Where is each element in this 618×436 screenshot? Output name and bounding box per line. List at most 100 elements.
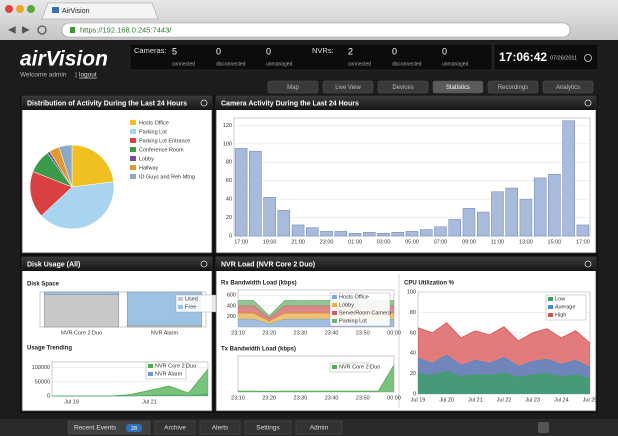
nav-tab[interactable] bbox=[542, 80, 594, 94]
panel-header bbox=[216, 96, 596, 110]
close-button[interactable] bbox=[5, 5, 13, 13]
x-tick-label: 23:00 bbox=[320, 239, 334, 245]
y-tick-label: 60 bbox=[410, 330, 416, 336]
x-tick-label: Jul 19 bbox=[411, 397, 426, 403]
bar bbox=[420, 229, 433, 237]
y-tick-label: 100000 bbox=[32, 365, 50, 371]
stat-value: 0 bbox=[392, 46, 397, 56]
y-tick-label: 120 bbox=[223, 123, 232, 129]
footer-tab[interactable] bbox=[154, 420, 196, 435]
url: https://192.168.0.245:7443/ bbox=[80, 25, 172, 34]
bar bbox=[462, 208, 476, 237]
legend-label: Lobby bbox=[339, 302, 354, 308]
bar bbox=[476, 211, 490, 237]
legend-swatch bbox=[332, 311, 337, 315]
nav-tab[interactable] bbox=[432, 80, 484, 94]
stat-label: unmanaged bbox=[266, 61, 293, 67]
x-tick-label: 19:00 bbox=[263, 239, 277, 245]
footer-tab-label: Settings bbox=[256, 425, 280, 432]
x-tick-label: 17:00 bbox=[576, 239, 590, 245]
footer-tab[interactable] bbox=[244, 420, 292, 435]
panel-title: NVR Load (NVR Core 2 Duo) bbox=[221, 261, 315, 268]
legend-swatch bbox=[130, 147, 136, 152]
bar bbox=[377, 232, 390, 237]
footer-tab-label: Alerts bbox=[212, 425, 229, 432]
bar-segment bbox=[43, 291, 120, 295]
legend-swatch bbox=[148, 372, 153, 376]
tab[interactable] bbox=[41, 2, 159, 20]
stat-label: connected bbox=[172, 61, 195, 67]
legend-label: Used bbox=[185, 296, 198, 302]
footer-tab-label: Admin bbox=[310, 425, 329, 432]
legend-label: High bbox=[555, 312, 566, 318]
panel-menu[interactable] bbox=[200, 99, 208, 107]
panel-title: Disk Usage (All) bbox=[27, 261, 80, 268]
legend-label: Parking Lot bbox=[139, 129, 167, 135]
x-tick-label: 00:00 bbox=[387, 395, 401, 401]
panel-menu[interactable] bbox=[200, 260, 208, 268]
address-bar[interactable] bbox=[61, 22, 571, 38]
bar bbox=[405, 231, 419, 237]
reload-button[interactable] bbox=[37, 25, 47, 35]
legend-box bbox=[175, 294, 217, 313]
event-badge bbox=[126, 424, 142, 432]
panel-menu[interactable] bbox=[584, 260, 592, 268]
bar bbox=[320, 231, 333, 237]
bar bbox=[391, 232, 404, 237]
area-line bbox=[417, 371, 591, 380]
footer-tab[interactable] bbox=[295, 420, 343, 435]
chart-title: Tx Bandwidth Load (kbps) bbox=[221, 347, 296, 353]
bar bbox=[348, 232, 362, 237]
x-tick-label: Jul 19 bbox=[64, 399, 79, 405]
plot-area bbox=[237, 355, 395, 393]
x-tick-label: 23:50 bbox=[356, 395, 370, 401]
legend-swatch bbox=[130, 138, 136, 143]
y-tick-label: 50000 bbox=[35, 379, 50, 385]
stat-value: 5 bbox=[172, 46, 177, 56]
panel-title: Distribution of Activity During the Last… bbox=[27, 100, 187, 107]
footer-tab[interactable] bbox=[199, 420, 241, 435]
footer-toggle[interactable] bbox=[538, 422, 549, 433]
chart-title: Rx Bandwidth Load (kbps) bbox=[221, 281, 297, 287]
nav-tab[interactable] bbox=[322, 80, 374, 94]
nav-tab[interactable] bbox=[487, 80, 539, 94]
x-tick-label: 23:30 bbox=[294, 395, 308, 401]
bar bbox=[277, 209, 291, 237]
clock-icon[interactable] bbox=[584, 54, 592, 62]
area-line bbox=[238, 364, 395, 392]
legend-label: Hosts Office bbox=[339, 294, 369, 300]
x-tick-label: Jul 23 bbox=[525, 397, 540, 403]
forward-button[interactable]: ▶ bbox=[22, 25, 30, 36]
stat-value: 0 bbox=[216, 46, 221, 56]
back-button[interactable]: ◀ bbox=[8, 25, 16, 36]
y-tick-label: 80 bbox=[226, 160, 232, 166]
bar bbox=[249, 150, 262, 237]
panel-menu[interactable] bbox=[584, 99, 592, 107]
y-tick-label: 100 bbox=[407, 289, 416, 295]
legend-box bbox=[145, 361, 187, 380]
stat-label: disconnected bbox=[392, 61, 422, 67]
zoom-button[interactable] bbox=[27, 5, 35, 13]
legend-label: Lobby bbox=[139, 156, 154, 162]
nav-tab[interactable] bbox=[377, 80, 429, 94]
nav-tab[interactable] bbox=[267, 80, 319, 94]
x-tick-label: Jul 22 bbox=[497, 397, 512, 403]
bar bbox=[263, 197, 276, 237]
legend-swatch bbox=[130, 174, 136, 179]
legend-label: Average bbox=[555, 304, 575, 310]
legend-swatch bbox=[332, 295, 337, 299]
minimize-button[interactable] bbox=[16, 5, 24, 13]
clock-time: 17:06:42 bbox=[499, 50, 547, 64]
bar bbox=[533, 177, 547, 237]
logout-link[interactable]: logout bbox=[79, 72, 97, 79]
nav-tab-label: Devices bbox=[392, 85, 413, 91]
logo: airVision bbox=[20, 48, 108, 71]
x-tick-label: 11:00 bbox=[491, 239, 504, 245]
bar bbox=[548, 173, 561, 237]
nav-tab-label: Analytics bbox=[556, 85, 580, 91]
x-tick-label: 09:00 bbox=[462, 239, 476, 245]
y-tick-label: 0 bbox=[413, 391, 416, 397]
stat-value: 2 bbox=[348, 46, 353, 56]
